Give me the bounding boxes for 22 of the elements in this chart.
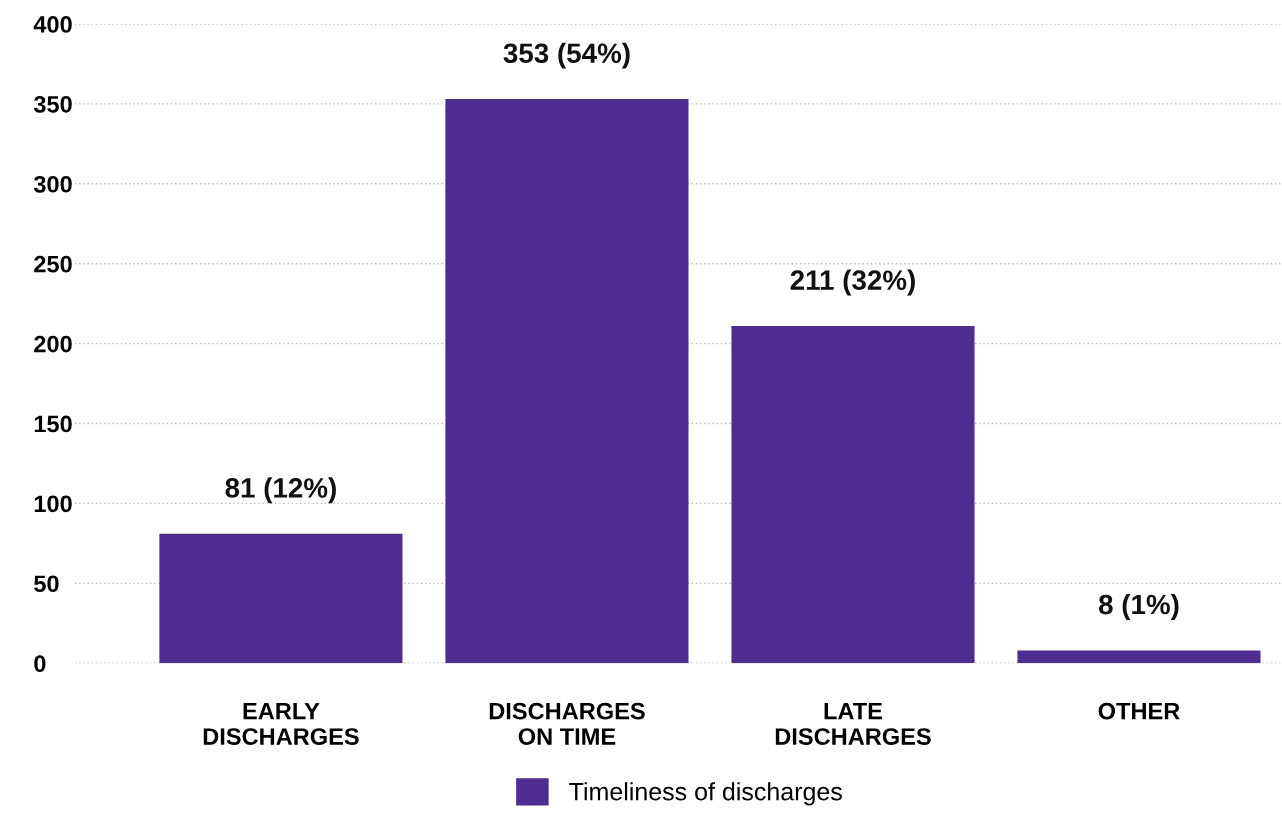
y-tick-label: 400 — [33, 16, 72, 33]
x-tick-label: OTHER — [1098, 702, 1180, 720]
data-label: 353 (54%) — [503, 42, 630, 69]
y-tick-label: 50 — [34, 575, 59, 593]
bar — [445, 99, 689, 664]
data-label: 81 (12%) — [225, 477, 336, 504]
data-label: 8 (1%) — [1098, 593, 1179, 620]
x-tick-label: LATE DISCHARGES — [775, 702, 931, 745]
x-tick-label: DISCHARGES ON TIME — [489, 702, 645, 745]
y-tick-label: 0 — [34, 655, 46, 673]
y-tick-label: 250 — [34, 255, 72, 273]
bar — [1017, 650, 1261, 664]
y-tick-label: 100 — [34, 495, 72, 513]
y-tick-label: 350 — [33, 95, 72, 113]
legend-label: Timeliness of discharges — [569, 782, 842, 806]
y-tick-label: 150 — [34, 415, 72, 433]
data-label: 211 (32%) — [790, 269, 915, 296]
y-tick-label: 300 — [33, 175, 72, 193]
x-tick-label: EARLY DISCHARGES — [203, 702, 359, 745]
bar — [731, 326, 975, 664]
bar — [159, 533, 403, 664]
y-tick-label: 200 — [34, 335, 72, 353]
